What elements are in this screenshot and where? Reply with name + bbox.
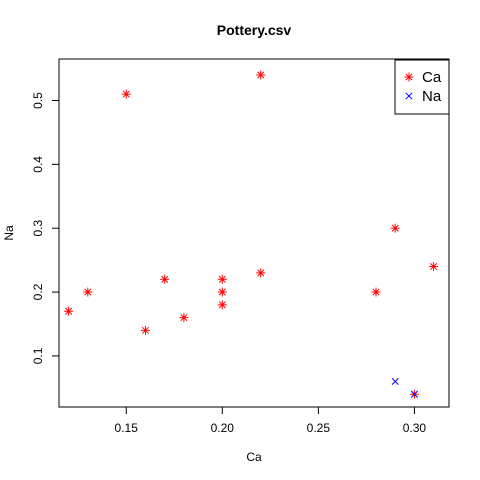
legend-box [394,59,450,115]
y-axis-label: Na [2,225,16,241]
y-tick-label: 0.3 [31,220,45,237]
y-tick-label: 0.2 [31,283,45,300]
x-axis: 0.15 0.20 0.25 0.30 [115,406,427,435]
x-tick-label: 0.25 [307,421,331,435]
legend: Ca Na [394,59,450,115]
legend-label-na: Na [422,88,442,105]
data-points [64,70,439,399]
chart-title: Pottery.csv [217,22,292,38]
plot-frame [58,58,450,408]
data-point-ca [64,306,74,316]
data-point-ca [83,287,93,297]
y-tick-label: 0.4 [31,156,45,173]
data-point-ca [217,274,227,284]
data-point-ca [140,325,150,335]
data-point-ca [256,268,266,278]
data-point-ca [179,313,189,323]
data-point-ca [390,223,400,233]
data-point-ca [429,262,439,272]
legend-marker-ca [404,72,414,82]
data-point-ca [160,274,170,284]
data-point-ca [371,287,381,297]
legend-marker-na [405,92,413,100]
data-point-na [410,390,418,398]
x-axis-label: Ca [246,450,262,464]
data-point-ca [217,300,227,310]
data-point-na [391,377,399,386]
x-tick-label: 0.20 [211,421,235,435]
legend-label-ca: Ca [422,69,442,86]
y-tick-label: 0.1 [31,347,45,364]
x-tick-label: 0.15 [115,421,139,435]
y-axis: 0.1 0.2 0.3 0.4 0.5 [31,92,60,364]
y-tick-label: 0.5 [31,92,45,109]
data-point-ca [256,70,266,80]
x-tick-label: 0.30 [403,421,427,435]
data-point-ca [217,287,227,297]
data-point-ca [121,89,131,99]
